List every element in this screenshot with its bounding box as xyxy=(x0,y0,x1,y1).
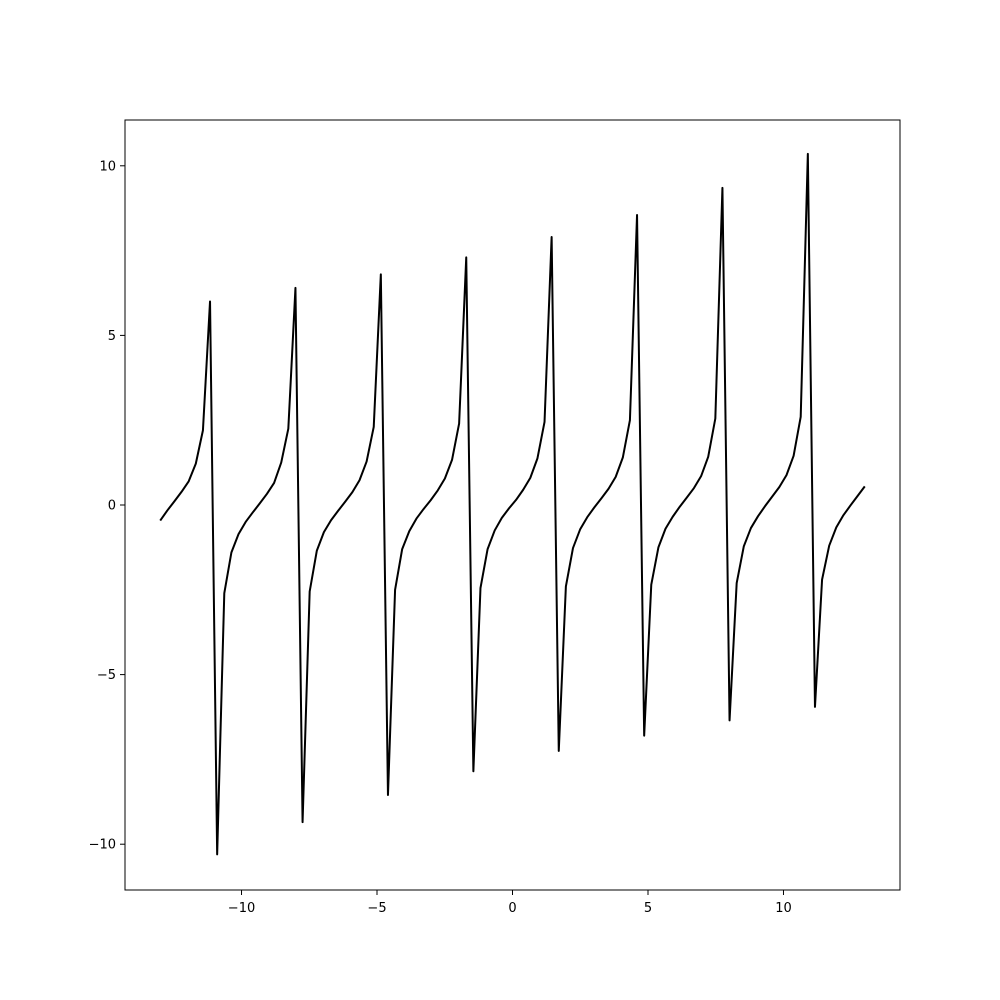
y-tick-label: −10 xyxy=(89,838,116,853)
y-tick-label: 0 xyxy=(108,499,116,514)
y-tick-label: 5 xyxy=(108,329,116,344)
plot-area xyxy=(159,152,866,856)
y-axis: −10 −5 0 5 10 xyxy=(89,159,125,853)
x-tick-label: −5 xyxy=(367,901,386,916)
x-tick-label: 5 xyxy=(644,901,652,916)
x-axis: −10 −5 0 5 10 xyxy=(228,890,792,916)
y-tick-label: −5 xyxy=(97,668,116,683)
y-tick-label: 10 xyxy=(99,159,116,174)
x-tick-label: 0 xyxy=(508,901,516,916)
x-tick-label: 10 xyxy=(775,901,792,916)
series-line-0 xyxy=(159,152,866,856)
x-tick-label: −10 xyxy=(228,901,255,916)
